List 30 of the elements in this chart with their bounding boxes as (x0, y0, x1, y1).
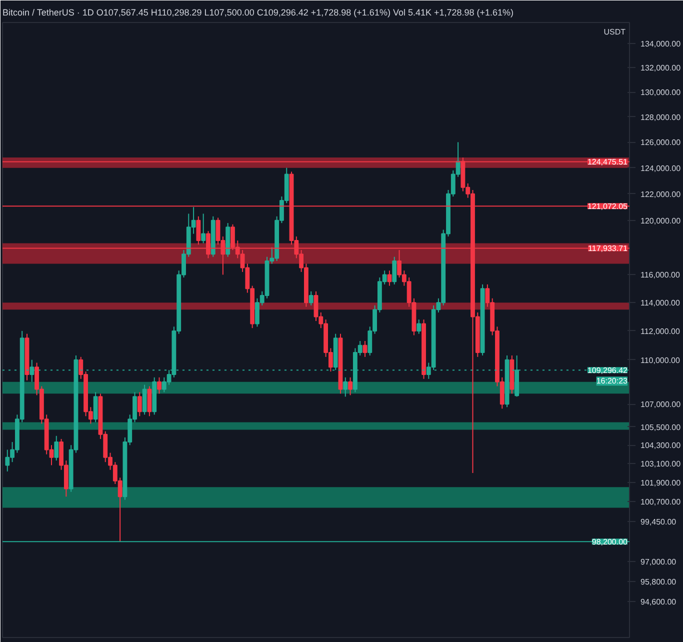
y-tick-label: 126,000.00 (640, 138, 682, 148)
y-tick-label: 124,000.00 (640, 164, 682, 173)
annotation: 16:20:23 (596, 376, 628, 386)
y-tick-label: 94,600.00 (640, 598, 677, 607)
y-axis-title: USDT (604, 28, 626, 36)
y-tick-label: 132,000.00 (640, 64, 682, 73)
ref-line-label: 121,072.05 (587, 202, 628, 212)
y-tick-label: 130,000.00 (640, 88, 682, 98)
ref-line-label: 109,296.42 (587, 366, 628, 376)
y-tick-label: 107,000.00 (640, 400, 682, 410)
y-tick-label: 101,900.00 (640, 478, 682, 488)
y-tick-label: 105,500.00 (640, 422, 682, 432)
y-tick-label: 97,000.00 (640, 557, 677, 566)
ref-line-label: 98,200.00 (592, 538, 628, 547)
y-tick-label: 99,450.00 (640, 517, 677, 526)
y-tick-label: 116,000.00 (640, 270, 680, 280)
y-tick-label: 103,100.00 (640, 460, 682, 469)
y-tick-label: 134,000.00 (640, 40, 682, 49)
chart-title: Bitcoin / TetherUS · 1D O107,567.45 H110,298.29 L107,500.00 C109,296.42 +1,728.98 (+1.61%) Vol 5.41K +1,728.98 (+1.61%) (2, 8, 514, 18)
ref-line-label: 124,475.51 (587, 158, 628, 167)
y-tick-label: 120,000.00 (640, 216, 682, 226)
y-tick-label: 110,000.00 (640, 356, 680, 365)
y-tick-label: 100,700.00 (640, 497, 682, 506)
ref-line-label: 117,933.71 (588, 244, 628, 254)
y-tick-label: 114,000.00 (640, 298, 680, 308)
y-tick-label: 128,000.00 (640, 112, 682, 122)
y-tick-label: 95,800.00 (640, 577, 677, 586)
y-tick-label: 122,000.00 (640, 190, 682, 199)
y-tick-label: 112,000.00 (640, 326, 680, 336)
y-tick-label: 104,300.00 (640, 441, 682, 450)
